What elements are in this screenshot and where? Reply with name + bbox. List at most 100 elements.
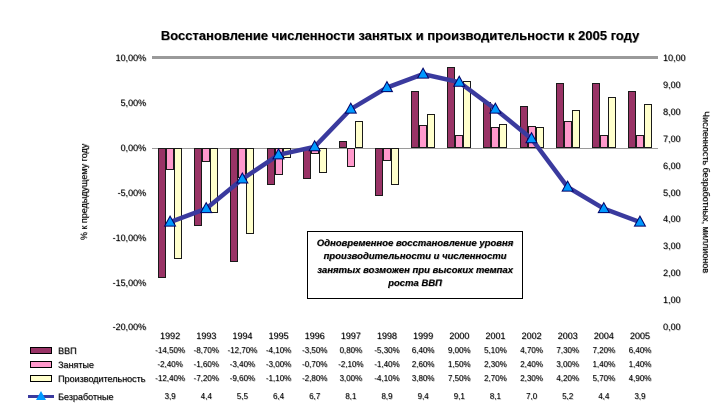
legend-key-Занятые	[30, 361, 52, 368]
left-axis-tick-label: -10,00%	[112, 232, 146, 243]
bar-Производительность	[174, 148, 183, 260]
table-cell: 3,80%	[411, 374, 435, 383]
table-cell: -4,10%	[374, 374, 400, 383]
bar-ВВП	[555, 82, 564, 148]
table-year-header: 2003	[557, 331, 578, 341]
table-row-label-Безработные: Безработные	[58, 392, 114, 402]
bar-ВВП	[194, 148, 203, 226]
right-axis-tick-label: 8,00	[663, 106, 681, 117]
legend-triangle-icon	[36, 391, 46, 400]
table-cell: 6,40%	[411, 346, 435, 355]
unemployed-marker-icon	[199, 201, 213, 214]
table-cell: 7,20%	[592, 346, 616, 355]
table-year-header: 1992	[160, 331, 181, 341]
bar-Занятые	[419, 124, 428, 148]
table-cell: 1,50%	[447, 360, 471, 369]
table-cell: -12,70%	[227, 346, 258, 355]
table-cell: 4,4	[200, 392, 212, 401]
right-axis-tick-label: 5,00	[663, 187, 681, 198]
table-cell: 3,9	[164, 392, 176, 401]
table-cell: -4,10%	[265, 346, 292, 355]
table-cell: 8,1	[345, 392, 357, 401]
table-cell: 5,2	[562, 392, 574, 401]
bar-Занятые	[202, 148, 211, 163]
unemployed-marker-icon	[380, 80, 394, 93]
unemployed-marker-icon	[561, 180, 574, 192]
table-year-header: 2005	[629, 331, 650, 341]
unemployed-marker-icon	[452, 75, 466, 87]
bar-Производительность	[463, 80, 472, 148]
table-cell: -2,10%	[338, 360, 364, 369]
right-axis-tick-label: 6,00	[663, 160, 681, 171]
table-year-header: 2002	[521, 331, 542, 341]
bar-Производительность	[318, 148, 327, 174]
zero-axis-line	[152, 148, 658, 149]
bar-Производительность	[607, 96, 616, 148]
table-year-header: 1998	[376, 331, 397, 341]
bar-ВВП	[591, 83, 600, 148]
left-axis-tick-label: 5,00%	[120, 98, 146, 109]
bar-Производительность	[210, 148, 219, 213]
table-cell: -3,00%	[265, 360, 292, 369]
table-cell: -7,20%	[193, 374, 219, 383]
table-cell: 9,00%	[447, 346, 471, 355]
right-axis-tick-label: 3,00	[663, 241, 681, 252]
table-cell: 7,30%	[556, 346, 579, 355]
unemployed-marker-icon	[272, 147, 285, 160]
table-row-label-Производительность: Производительность	[58, 374, 146, 384]
unemployed-marker-icon	[633, 215, 647, 227]
left-axis-tick-label: 0,00%	[120, 143, 146, 153]
unemployed-line	[169, 71, 641, 225]
table-year-header: 1995	[268, 331, 289, 341]
table-year-header: 1993	[196, 331, 217, 341]
legend-key-Безработные	[28, 391, 54, 401]
unemployed-marker-icon	[416, 67, 430, 79]
table-cell: 0,80%	[339, 346, 363, 355]
bar-ВВП	[158, 148, 167, 279]
bar-ВВП	[374, 148, 383, 196]
table-cell: 7,0	[525, 392, 538, 401]
table-year-header: 2000	[449, 331, 470, 341]
unemployed-marker-icon	[344, 102, 358, 114]
table-cell: 2,30%	[520, 374, 543, 383]
table-row-label-ВВП: ВВП	[58, 346, 77, 356]
table-year-header: 1994	[232, 331, 253, 341]
table-row-label-Занятые: Занятые	[58, 360, 94, 370]
table-cell: -12,40%	[155, 374, 185, 383]
annotation-box: Одновременное восстановление уровня прои…	[307, 231, 523, 299]
left-axis-tick-label: 10,00%	[115, 53, 146, 64]
table-cell: 3,00%	[339, 374, 363, 383]
table-cell: 5,10%	[484, 346, 507, 355]
right-axis-tick-label: 10,00	[663, 53, 686, 63]
right-axis-tick-label: 9,00	[663, 79, 681, 90]
chart-title: Восстановление численности занятых и про…	[160, 28, 640, 43]
table-cell: -0,70%	[301, 360, 328, 369]
table-cell: -9,60%	[229, 374, 256, 383]
table-cell: 4,4	[598, 392, 610, 401]
unemployed-marker-icon	[236, 172, 249, 184]
right-axis-tick-label: 2,00	[663, 268, 681, 279]
table-cell: 3,00%	[556, 360, 579, 369]
bar-Занятые	[455, 134, 464, 148]
table-cell: 2,70%	[484, 374, 507, 383]
gridline-10pct	[152, 56, 658, 59]
table-cell: -1,40%	[374, 360, 400, 369]
bar-Занятые	[599, 135, 608, 148]
bar-ВВП	[411, 90, 420, 148]
table-cell: 2,30%	[484, 360, 507, 369]
table-cell: 7,50%	[447, 374, 471, 383]
bar-Производительность	[246, 148, 255, 235]
bar-Занятые	[635, 135, 644, 148]
unemployed-marker-icon	[489, 102, 502, 114]
table-cell: -2,40%	[157, 360, 183, 369]
unemployed-marker-icon	[597, 201, 611, 214]
table-cell: -5,30%	[374, 346, 400, 355]
bar-Занятые	[382, 148, 391, 161]
table-cell: 4,20%	[556, 374, 579, 383]
table-cell: 6,4	[272, 392, 285, 401]
table-year-header: 2004	[593, 331, 614, 341]
table-cell: 2,40%	[520, 360, 543, 369]
